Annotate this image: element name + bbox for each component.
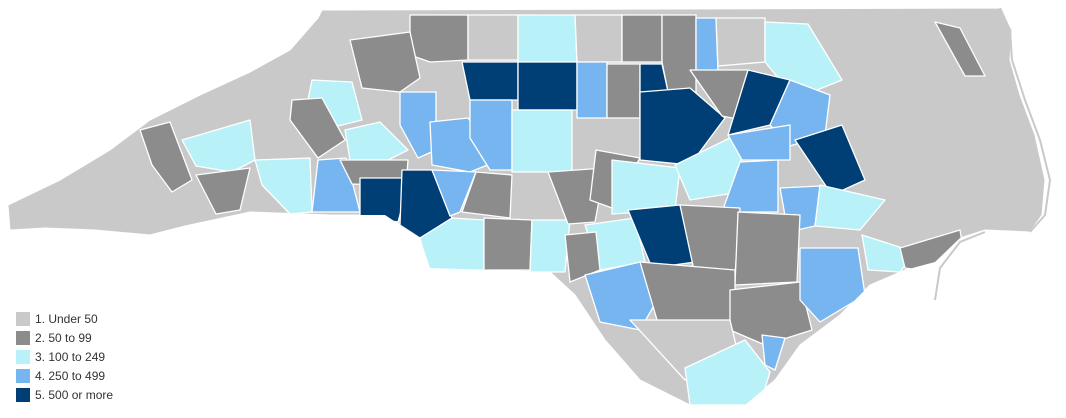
county-region xyxy=(606,63,641,119)
legend-label: 4. 250 to 499 xyxy=(35,369,106,384)
legend-item-under-50: 1. Under 50 xyxy=(16,309,113,328)
county-region xyxy=(621,14,663,63)
county-region xyxy=(289,97,346,159)
county-region xyxy=(181,119,256,173)
county-region xyxy=(511,109,573,173)
map-legend: 1. Under 50 2. 50 to 99 3. 100 to 249 4.… xyxy=(16,309,113,405)
county-region xyxy=(399,91,437,159)
county-region xyxy=(574,14,623,63)
legend-item-100-to-249: 3. 100 to 249 xyxy=(16,347,113,366)
county-region xyxy=(761,334,786,371)
county-region xyxy=(195,167,251,215)
legend-item-250-to-499: 4. 250 to 499 xyxy=(16,367,113,386)
legend-item-50-to-99: 2. 50 to 99 xyxy=(16,328,113,347)
county-region xyxy=(409,14,469,63)
county-region xyxy=(814,184,886,231)
legend-label: 5. 500 or more xyxy=(35,388,114,403)
county-region xyxy=(431,169,477,217)
legend-swatch xyxy=(16,311,30,326)
county-region xyxy=(467,14,519,61)
county-region xyxy=(584,261,661,331)
county-region xyxy=(934,21,986,77)
county-region xyxy=(695,17,719,73)
legend-swatch xyxy=(16,330,30,345)
county-region xyxy=(529,219,571,273)
county-region xyxy=(517,61,578,111)
county-region xyxy=(734,211,801,286)
county-region xyxy=(715,17,766,67)
county-region xyxy=(469,99,513,171)
county-region xyxy=(799,247,866,323)
county-region xyxy=(359,177,411,223)
county-region xyxy=(721,159,779,213)
county-region xyxy=(349,31,421,93)
county-region xyxy=(483,217,533,271)
legend-swatch xyxy=(16,369,30,384)
county-region xyxy=(461,171,513,219)
county-region xyxy=(861,234,916,273)
county-region xyxy=(794,124,866,196)
county-region xyxy=(254,157,313,215)
county-region xyxy=(576,61,608,119)
legend-swatch xyxy=(16,388,30,403)
county-region xyxy=(517,14,578,63)
county-region xyxy=(461,61,519,101)
legend-label: 1. Under 50 xyxy=(35,311,98,326)
county-region xyxy=(139,121,193,193)
legend-swatch xyxy=(16,349,30,364)
county-region xyxy=(661,14,697,93)
county-region xyxy=(727,124,791,161)
county-regions xyxy=(139,14,986,405)
county-region xyxy=(639,87,726,166)
county-region xyxy=(547,167,606,225)
county-region xyxy=(564,231,601,283)
legend-item-500-or-more: 5. 500 or more xyxy=(16,386,113,405)
legend-label: 3. 100 to 249 xyxy=(35,349,106,364)
outer-banks-line xyxy=(934,7,1052,301)
legend-label: 2. 50 to 99 xyxy=(35,330,92,345)
county-region xyxy=(344,121,409,161)
